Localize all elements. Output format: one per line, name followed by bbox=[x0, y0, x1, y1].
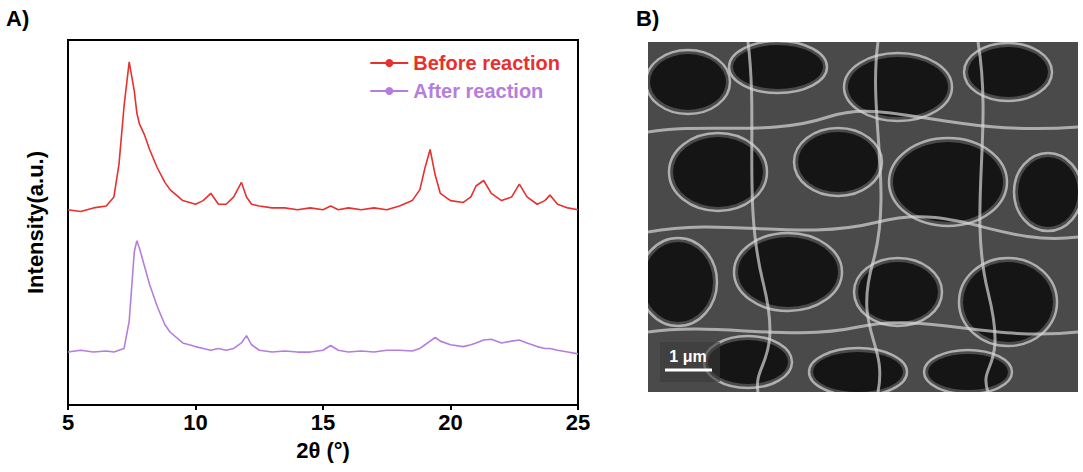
svg-text:15: 15 bbox=[311, 410, 335, 435]
html-text:A): A) bbox=[6, 6, 30, 31]
svg-text:25: 25 bbox=[566, 410, 590, 435]
svg-text:5: 5 bbox=[62, 410, 74, 435]
svg-text:Intensity(a.u.): Intensity(a.u.) bbox=[23, 151, 48, 294]
svg-text:20: 20 bbox=[438, 410, 462, 435]
svg-text:1 μm: 1 μm bbox=[669, 348, 706, 365]
svg-text:After reaction: After reaction bbox=[413, 80, 543, 102]
html-text:B): B) bbox=[636, 6, 660, 31]
svg-text:10: 10 bbox=[183, 410, 207, 435]
svg-text:Before reaction: Before reaction bbox=[413, 52, 560, 74]
svg-text:2θ (°): 2θ (°) bbox=[296, 438, 350, 463]
